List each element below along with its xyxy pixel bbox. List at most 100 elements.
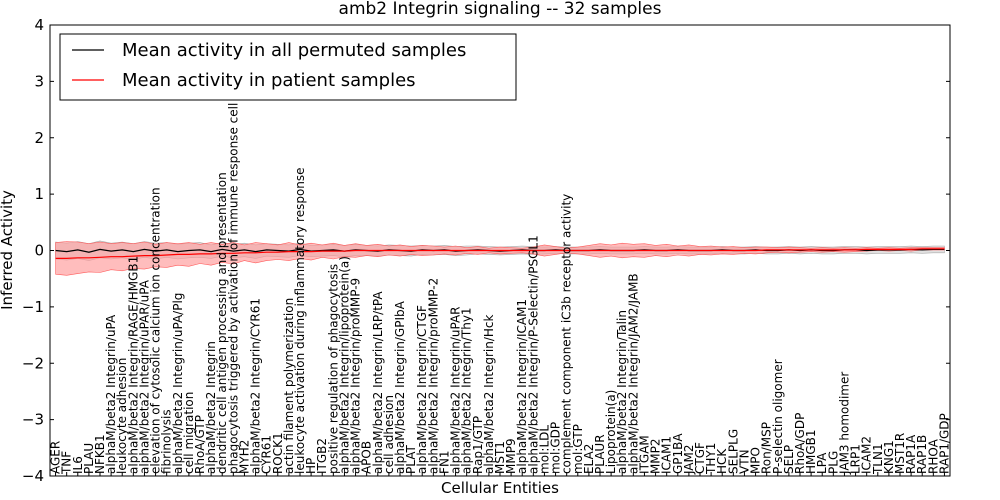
category-label: HMGB1 [804, 429, 818, 474]
category-label: fibrinolysis [160, 409, 174, 474]
category-label: ELA2 [582, 444, 596, 474]
category-label: alphaM/beta2 Integrin/CYR61 [249, 298, 263, 474]
category-label: actin filament polymerization [282, 298, 296, 474]
category-label: RhoA/GTP [193, 415, 207, 474]
y-axis-label: Inferred Activity [0, 190, 16, 310]
category-label: alphaM/beta2 Integrin/uPAR [449, 306, 463, 474]
y-tick-label: 1 [34, 185, 44, 203]
category-label: LRP1 [849, 444, 863, 474]
category-label: cell adhesion [382, 395, 396, 474]
category-label: alphaM/beta2 Integrin/uPAR/uPA [137, 279, 151, 474]
category-label: MPO [749, 447, 763, 474]
category-label: JAM2 [682, 444, 696, 475]
category-label: AGER [49, 441, 63, 474]
category-label: ITGB2 [315, 438, 329, 474]
category-label: HCK [715, 448, 729, 474]
category-label: GP1BA [671, 433, 685, 474]
category-label: PLAT [404, 445, 418, 474]
category-label: alphaM/beta2 Integrin/uPA/Plg [171, 293, 185, 474]
category-label: alphaM/beta2 Integrin/proMMP-2 [426, 278, 440, 474]
category-label: leukocyte activation during inflammatory… [293, 167, 307, 474]
category-label: APOB [360, 441, 374, 474]
category-label: PLAU [82, 443, 96, 474]
category-label: Lipoprotein(a) [604, 390, 618, 474]
category-label: alphaM/beta2 Integrin/JAM2/JAMB [626, 273, 640, 474]
category-label: cell migration [182, 392, 196, 474]
y-tick-label: 2 [34, 129, 44, 147]
category-label: RhoA/GDP [793, 413, 807, 474]
category-label: alphaM/beta2 Integrin/uPA [104, 314, 118, 474]
category-label: KNG1 [882, 440, 896, 474]
category-label: alphaM/beta2 Integrin/ICAM1 [515, 299, 529, 474]
category-label: VTN [737, 449, 751, 474]
category-label: ITGAM [637, 435, 651, 474]
y-tick-label: −2 [22, 354, 44, 372]
category-label: alphaM/beta2 Integrin/CTGF [415, 305, 429, 474]
y-tick-label: −1 [22, 298, 44, 316]
y-tick-label: 4 [34, 16, 44, 34]
category-label: alphaM/beta2 Integrin/Talin [615, 310, 629, 474]
category-label: mol:LDL [537, 425, 551, 474]
x-axis-label: Cellular Entities [441, 479, 559, 497]
category-label: RAP1A [904, 434, 918, 474]
y-tick-label: 0 [34, 242, 44, 260]
legend-box [59, 33, 517, 101]
legend-label-permuted: Mean activity in all permuted samples [122, 40, 466, 61]
category-label: HP [304, 458, 318, 474]
category-label: mol:GTP [571, 424, 585, 474]
y-tick-label: −3 [22, 411, 44, 429]
category-label: dendritic cell antigen processing and pr… [215, 172, 229, 474]
category-label: ICAM2 [860, 436, 874, 474]
y-tick-label: −4 [22, 467, 44, 485]
category-label: LPA [815, 452, 829, 474]
category-label: CTGF [693, 442, 707, 474]
line-patient-mean [55, 248, 945, 259]
category-label: positive regulation of phagocytosis [326, 264, 340, 474]
category-label: MYH2 [237, 440, 251, 474]
category-label: FN1 [437, 450, 451, 474]
category-label: THY1 [704, 443, 718, 475]
chart-title: amb2 Integrin signaling -- 32 samples [339, 0, 662, 19]
category-label: ROCK1 [271, 432, 285, 474]
category-label: TLN1 [871, 443, 885, 475]
category-label: mol:GDP [549, 422, 563, 474]
legend: Mean activity in all permuted samples Me… [59, 33, 517, 101]
category-label: alphaM/beta2 Integrin/P-Selectin/PSGL1 [526, 235, 540, 474]
category-label: alphaM/beta2 Integrin/RAGE/HMGB1 [126, 256, 140, 474]
category-label: SELP [782, 445, 796, 474]
category-label: alphaM/beta2 Integrin/GPIbA [393, 300, 407, 474]
category-label: complement component iC3b receptor activ… [560, 194, 574, 474]
series-lines [55, 248, 945, 259]
category-label: Rap1/GTP [471, 416, 485, 474]
category-label: PLAUR [593, 434, 607, 474]
category-label: JAM3 homodimer [837, 372, 851, 475]
category-label: alphaM/beta2 Integrin/lipoprotein(a) [337, 256, 351, 474]
category-label: MMP2 [649, 438, 663, 474]
legend-label-patient: Mean activity in patient samples [122, 70, 416, 91]
category-label: PLG [826, 451, 840, 474]
plot-frame [49, 24, 951, 477]
y-ticks: −4 −3 −2 −1 0 1 2 3 4 [22, 16, 950, 485]
category-label: RAP1B [915, 435, 929, 474]
category-label: RHOA [926, 438, 940, 474]
category-label: alphaM/beta2 Integrin/Hck [482, 314, 496, 474]
category-label: phagocytosis triggered by activation of … [226, 55, 240, 474]
category-label: elevation of cytosolic calcium ion conce… [149, 187, 163, 474]
category-label: alphaM/beta2 Integrin/proMMP-9 [349, 278, 363, 474]
category-label: alphaM/beta2 Integrin/Thy1 [460, 307, 474, 474]
category-label: SELPLG [726, 429, 740, 474]
category-label: alphaM/beta2 Integrin/LRP/tPA [371, 291, 385, 474]
category-label: TNF [60, 451, 74, 475]
category-label: RAP1/GDP [937, 413, 951, 474]
category-label: P-selectin oligomer [771, 359, 785, 474]
category-label: MMP9 [504, 438, 518, 474]
category-label: leukocyte adhesion [115, 358, 129, 474]
category-label: Ron/MSP [760, 422, 774, 474]
category-label: NFKB1 [93, 434, 107, 474]
category-label: IL6 [71, 456, 85, 474]
category-label: MST1 [493, 441, 507, 474]
category-label: alphaM/beta2 Integrin [204, 341, 218, 474]
category-label: MST1R [893, 433, 907, 474]
